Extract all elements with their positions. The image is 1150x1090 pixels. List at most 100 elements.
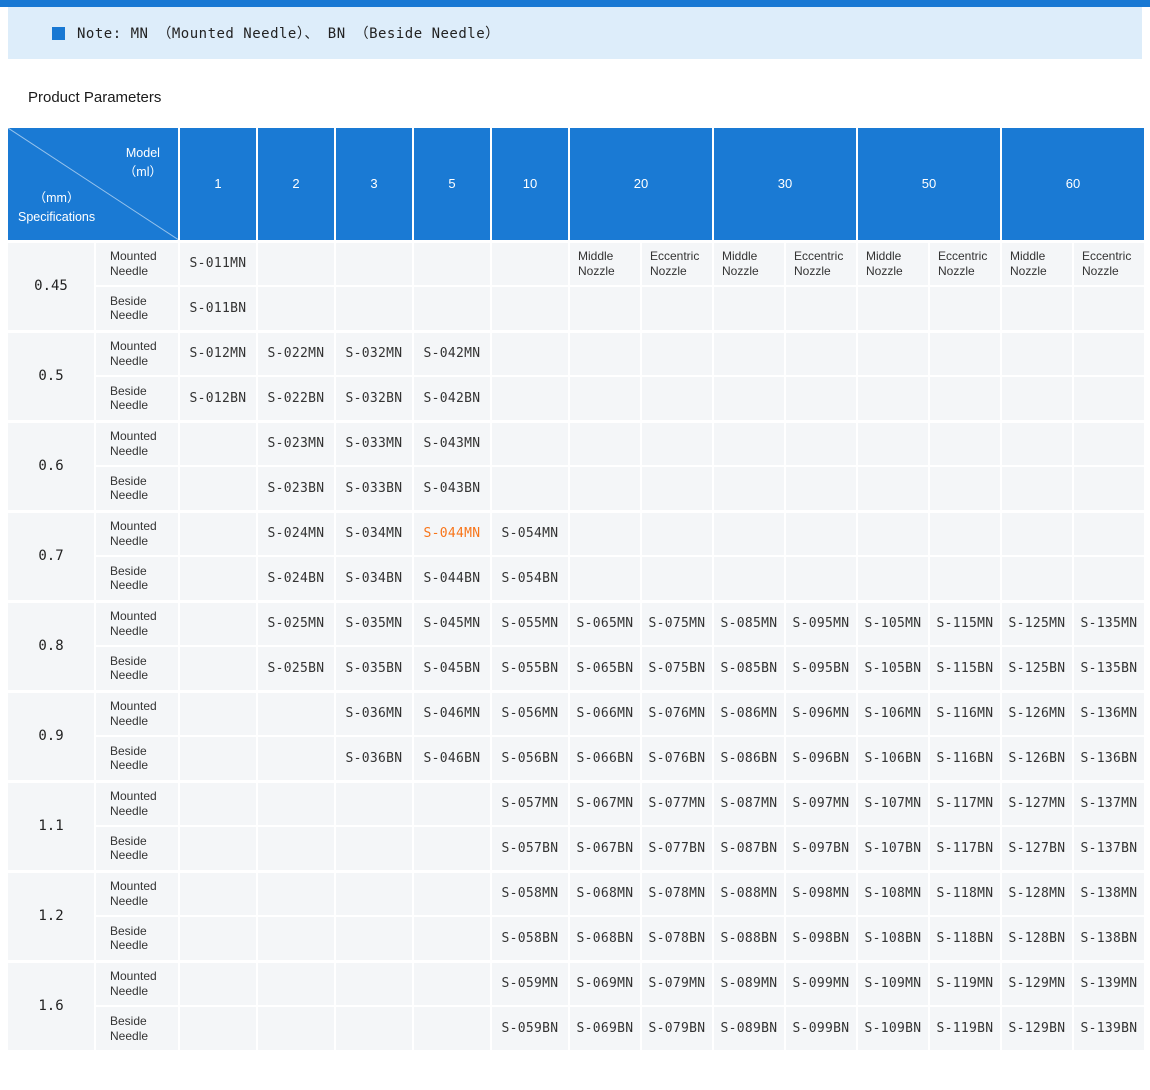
model-cell — [178, 959, 258, 1007]
model-cell — [928, 375, 1002, 422]
model-cell: S-075BN — [640, 645, 714, 692]
model-cell — [412, 825, 492, 872]
model-cell: S-045MN — [412, 599, 492, 647]
model-cell — [712, 285, 786, 332]
model-cell: S-097MN — [784, 779, 858, 827]
table-row: 1.1 Mounted Needle S-057MN S-067MN S-077MN S-… — [6, 779, 1146, 872]
model-cell: S-139MN — [1072, 959, 1146, 1007]
model-cell — [712, 465, 786, 512]
model-cell: S-116MN — [928, 689, 1002, 737]
model-cell: S-109MN — [856, 959, 930, 1007]
model-cell — [334, 959, 414, 1007]
model-cell — [568, 465, 642, 512]
model-cell — [334, 285, 414, 332]
model-cell — [1072, 419, 1146, 467]
model-cell: S-024BN — [256, 555, 336, 602]
model-cell: S-137MN — [1072, 779, 1146, 827]
nozzle-subheader-cell: Middle Nozzle — [568, 239, 642, 287]
model-cell: S-139BN — [1072, 1005, 1146, 1052]
model-cell — [490, 329, 570, 377]
model-cell: S-034MN — [334, 509, 414, 557]
nozzle-subheader-cell: Middle Nozzle — [1000, 239, 1074, 287]
model-cell-highlighted[interactable]: S-044MN — [412, 509, 492, 557]
model-cell: S-023BN — [256, 465, 336, 512]
model-cell: S-096BN — [784, 735, 858, 782]
model-cell — [784, 375, 858, 422]
model-cell — [568, 419, 642, 467]
table-row: Beside Needle S-024BN S-034BN S-044BN S-054B… — [7, 555, 1146, 602]
needle-type-cell: Beside Needle — [94, 465, 180, 512]
model-cell: S-125BN — [1000, 645, 1074, 692]
model-cell: S-042BN — [412, 375, 492, 422]
model-cell — [256, 869, 336, 917]
model-cell: S-115BN — [928, 645, 1002, 692]
model-cell — [856, 375, 930, 422]
spec-cell: 1.2 — [6, 869, 96, 962]
model-cell: S-032BN — [334, 375, 414, 422]
needle-type-cell: Beside Needle — [94, 825, 180, 872]
spec-cell: 0.6 — [6, 419, 96, 512]
model-cell: S-128BN — [1000, 915, 1074, 962]
model-cell — [640, 285, 714, 332]
model-cell — [178, 825, 258, 872]
table-row: 0.7 Mounted Needle S-024MN S-034MN S-044MN S-… — [6, 509, 1146, 602]
model-cell: S-137BN — [1072, 825, 1146, 872]
model-cell: S-087MN — [712, 779, 786, 827]
model-cell: S-054MN — [490, 509, 570, 557]
model-cell — [856, 419, 930, 467]
model-cell: S-012MN — [178, 329, 258, 377]
model-cell — [178, 555, 258, 602]
model-cell — [928, 509, 1002, 557]
column-header-2ml: 2 — [256, 126, 336, 242]
column-header-30ml: 30 — [712, 126, 858, 242]
model-cell: S-085BN — [712, 645, 786, 692]
needle-type-cell: Mounted Needle — [94, 329, 180, 377]
model-cell — [784, 329, 858, 377]
model-cell — [1000, 329, 1074, 377]
model-cell: S-067MN — [568, 779, 642, 827]
model-cell — [568, 509, 642, 557]
needle-type-cell: Beside Needle — [94, 555, 180, 602]
spec-cell: 1.6 — [6, 959, 96, 1052]
needle-type-cell: Mounted Needle — [94, 689, 180, 737]
model-cell: S-126MN — [1000, 689, 1074, 737]
needle-type-cell: Mounted Needle — [94, 509, 180, 557]
page-title: Product Parameters — [28, 89, 162, 106]
column-header-5ml: 5 — [412, 126, 492, 242]
model-cell: S-108MN — [856, 869, 930, 917]
needle-type-cell: Beside Needle — [94, 375, 180, 422]
model-cell: S-099MN — [784, 959, 858, 1007]
model-cell — [256, 959, 336, 1007]
model-cell: S-117MN — [928, 779, 1002, 827]
model-cell — [178, 645, 258, 692]
model-cell: S-108BN — [856, 915, 930, 962]
model-cell — [712, 375, 786, 422]
nozzle-subheader-cell: Middle Nozzle — [712, 239, 786, 287]
table-row: Beside Needle S-058BN S-068BN S-078BN S-088B… — [7, 915, 1146, 962]
model-cell: S-079MN — [640, 959, 714, 1007]
product-parameters-table: Model （ml） （mm） Specifications 1 2 3 5 10 20 30 50 6… — [6, 126, 1146, 1052]
model-cell — [256, 915, 336, 962]
model-cell — [928, 285, 1002, 332]
model-cell: S-095MN — [784, 599, 858, 647]
model-cell: S-012BN — [178, 375, 258, 422]
model-cell: S-058BN — [490, 915, 570, 962]
model-cell: S-065MN — [568, 599, 642, 647]
model-cell — [490, 285, 570, 332]
needle-type-cell: Beside Needle — [94, 645, 180, 692]
model-cell — [256, 285, 336, 332]
model-cell: S-127MN — [1000, 779, 1074, 827]
model-cell — [640, 419, 714, 467]
model-cell: S-055MN — [490, 599, 570, 647]
model-cell — [178, 1005, 258, 1052]
model-cell — [1072, 329, 1146, 377]
model-cell: S-126BN — [1000, 735, 1074, 782]
model-cell — [256, 239, 336, 287]
model-cell: S-056BN — [490, 735, 570, 782]
model-cell: S-089BN — [712, 1005, 786, 1052]
model-cell — [1000, 285, 1074, 332]
model-cell — [1000, 555, 1074, 602]
model-cell: S-089MN — [712, 959, 786, 1007]
model-cell: S-086BN — [712, 735, 786, 782]
model-cell: S-011BN — [178, 285, 258, 332]
